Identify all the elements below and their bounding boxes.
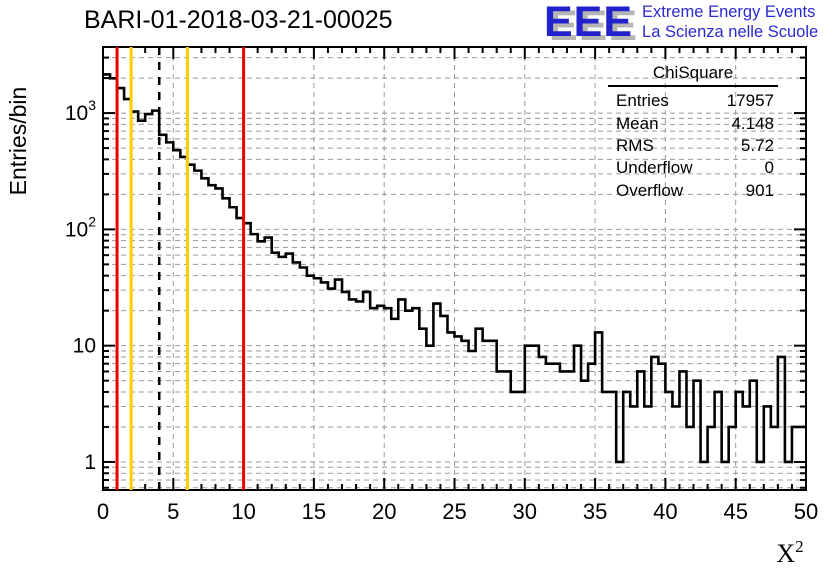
x-tick-label: 35 [583, 499, 607, 524]
stats-label: Mean [616, 113, 659, 133]
eee-logo-line1: Extreme Energy Events [642, 3, 816, 21]
stats-label: Underflow [616, 158, 693, 178]
stats-label: RMS [616, 135, 654, 155]
x-tick-label: 30 [513, 499, 537, 524]
x-tick-label: 15 [302, 499, 326, 524]
y-tick-label: 103 [65, 97, 96, 125]
x-tick-label: 45 [723, 499, 747, 524]
stats-row-rms: RMS 5.72 [608, 135, 778, 157]
stats-value: 5.72 [740, 135, 774, 155]
x-tick-label: 10 [231, 499, 255, 524]
stats-row-overflow: Overflow 901 [608, 180, 778, 202]
y-tick-label: 10 [73, 335, 96, 358]
x-tick-label: 5 [167, 499, 179, 524]
eee-logo: EEE Extreme Energy Events La Scienza nel… [544, 0, 818, 44]
stats-value: 901 [745, 180, 774, 200]
stats-box: ChiSquare Entries 17957 Mean 4.148 RMS 5… [608, 63, 778, 202]
stats-row-entries: Entries 17957 [608, 90, 778, 112]
x-tick-label: 50 [794, 499, 818, 524]
stats-value: 4.148 [731, 113, 774, 133]
y-tick-label: 102 [65, 213, 96, 241]
x-tick-label: 20 [372, 499, 396, 524]
x-axis-title: X2 [776, 537, 803, 568]
stats-row-mean: Mean 4.148 [608, 112, 778, 134]
eee-logo-line2: La Scienza nelle Scuole [642, 23, 819, 41]
eee-logo-text: Extreme Energy Events La Scienza nelle S… [642, 2, 818, 42]
histogram-line [103, 73, 806, 464]
stats-label: Entries [616, 91, 669, 111]
y-tick-label: 1 [84, 451, 96, 474]
x-tick-label: 25 [442, 499, 466, 524]
eee-logo-acronym: EEE [544, 0, 634, 46]
x-tick-label: 0 [97, 499, 109, 524]
stats-label: Overflow [616, 180, 684, 200]
stats-row-underflow: Underflow 0 [608, 157, 778, 179]
stats-title: ChiSquare [608, 63, 778, 87]
stats-value: 17957 [726, 91, 774, 111]
x-tick-label: 40 [653, 499, 677, 524]
page-title: BARI-01-2018-03-21-00025 [84, 6, 393, 34]
stats-rows: Entries 17957 Mean 4.148 RMS 5.72 Underf… [608, 87, 778, 202]
y-axis-title: Entries/bin [5, 87, 31, 196]
stats-value: 0 [764, 158, 774, 178]
